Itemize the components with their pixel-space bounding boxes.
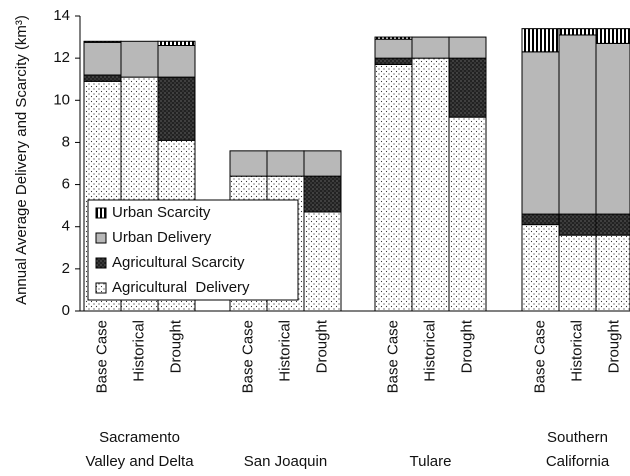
bar-segment (558, 213, 597, 236)
group-label: Valley and Delta (85, 453, 194, 470)
bar-segment (595, 234, 630, 312)
bar-segment (157, 40, 196, 46)
group-label: Southern (547, 429, 608, 446)
bar-segment (595, 42, 630, 215)
bar-segment (229, 150, 268, 177)
y-tick-label: 10 (53, 91, 70, 108)
bar-segment (521, 28, 560, 53)
legend-swatch (95, 207, 107, 219)
x-tick-label: Historical (130, 320, 147, 382)
bar-segment (521, 51, 560, 215)
bar-segment (83, 74, 122, 82)
bar-segment (83, 41, 122, 76)
legend-label: Agricultural Delivery (112, 279, 250, 296)
y-tick-label: 2 (62, 260, 70, 277)
legend-label: Urban Scarcity (112, 204, 211, 221)
x-tick-label: Drought (605, 319, 622, 373)
y-tick-label: 8 (62, 133, 70, 150)
legend-label: Agricultural Scarcity (112, 254, 245, 271)
bar-segment (558, 34, 597, 215)
bar-segment (374, 63, 413, 312)
bar-segment (303, 211, 342, 312)
y-tick-label: 0 (62, 302, 70, 319)
bar-segment (448, 36, 487, 59)
y-tick-label: 6 (62, 176, 70, 193)
legend-label: Urban Delivery (112, 229, 212, 246)
legend-swatch (95, 282, 107, 294)
bar-segment (374, 38, 413, 59)
bar-segment (83, 40, 122, 43)
x-tick-label: Base Case (239, 320, 256, 393)
bar-segment (521, 213, 560, 226)
x-tick-label: Base Case (384, 320, 401, 393)
bar-segment (157, 45, 196, 78)
bar-segment (595, 213, 630, 236)
legend-swatch (95, 232, 107, 244)
group-label: San Joaquin (244, 453, 327, 470)
bar-segment (303, 150, 342, 177)
bar-segment (521, 224, 560, 312)
x-tick-label: Drought (167, 319, 184, 373)
bar-segment (303, 175, 342, 213)
legend: Agricultural Delivery Agricultural Scarci… (87, 199, 299, 301)
bar-segment (266, 150, 305, 177)
x-tick-label: Historical (568, 320, 585, 382)
group-label: Tulare (410, 453, 452, 470)
bar-segment (558, 28, 597, 36)
bar-segment (595, 28, 630, 44)
x-tick-label: Historical (276, 320, 293, 382)
bar-segment (448, 116, 487, 312)
x-tick-label: Drought (458, 319, 475, 373)
y-tick-label: 4 (62, 218, 70, 235)
bar-segment (448, 57, 487, 118)
y-axis-label: Annual Average Delivery and Scarcity (km… (13, 15, 30, 305)
bar-segment (120, 40, 159, 78)
group-label: California (546, 453, 610, 470)
bar-segment (374, 36, 413, 40)
y-tick-label: 12 (53, 49, 70, 66)
bar-segment (374, 57, 413, 65)
legend-swatch (95, 257, 107, 269)
x-tick-label: Drought (313, 319, 330, 373)
bar-segment (157, 76, 196, 141)
x-tick-label: Historical (421, 320, 438, 382)
x-tick-label: Base Case (531, 320, 548, 393)
bar-segment (411, 57, 450, 312)
bar-segment (558, 234, 597, 312)
bar-segment (411, 36, 450, 59)
legend-box (87, 199, 299, 301)
x-tick-label: Base Case (93, 320, 110, 393)
group-label: Sacramento (99, 429, 180, 446)
y-tick-label: 14 (53, 7, 70, 24)
